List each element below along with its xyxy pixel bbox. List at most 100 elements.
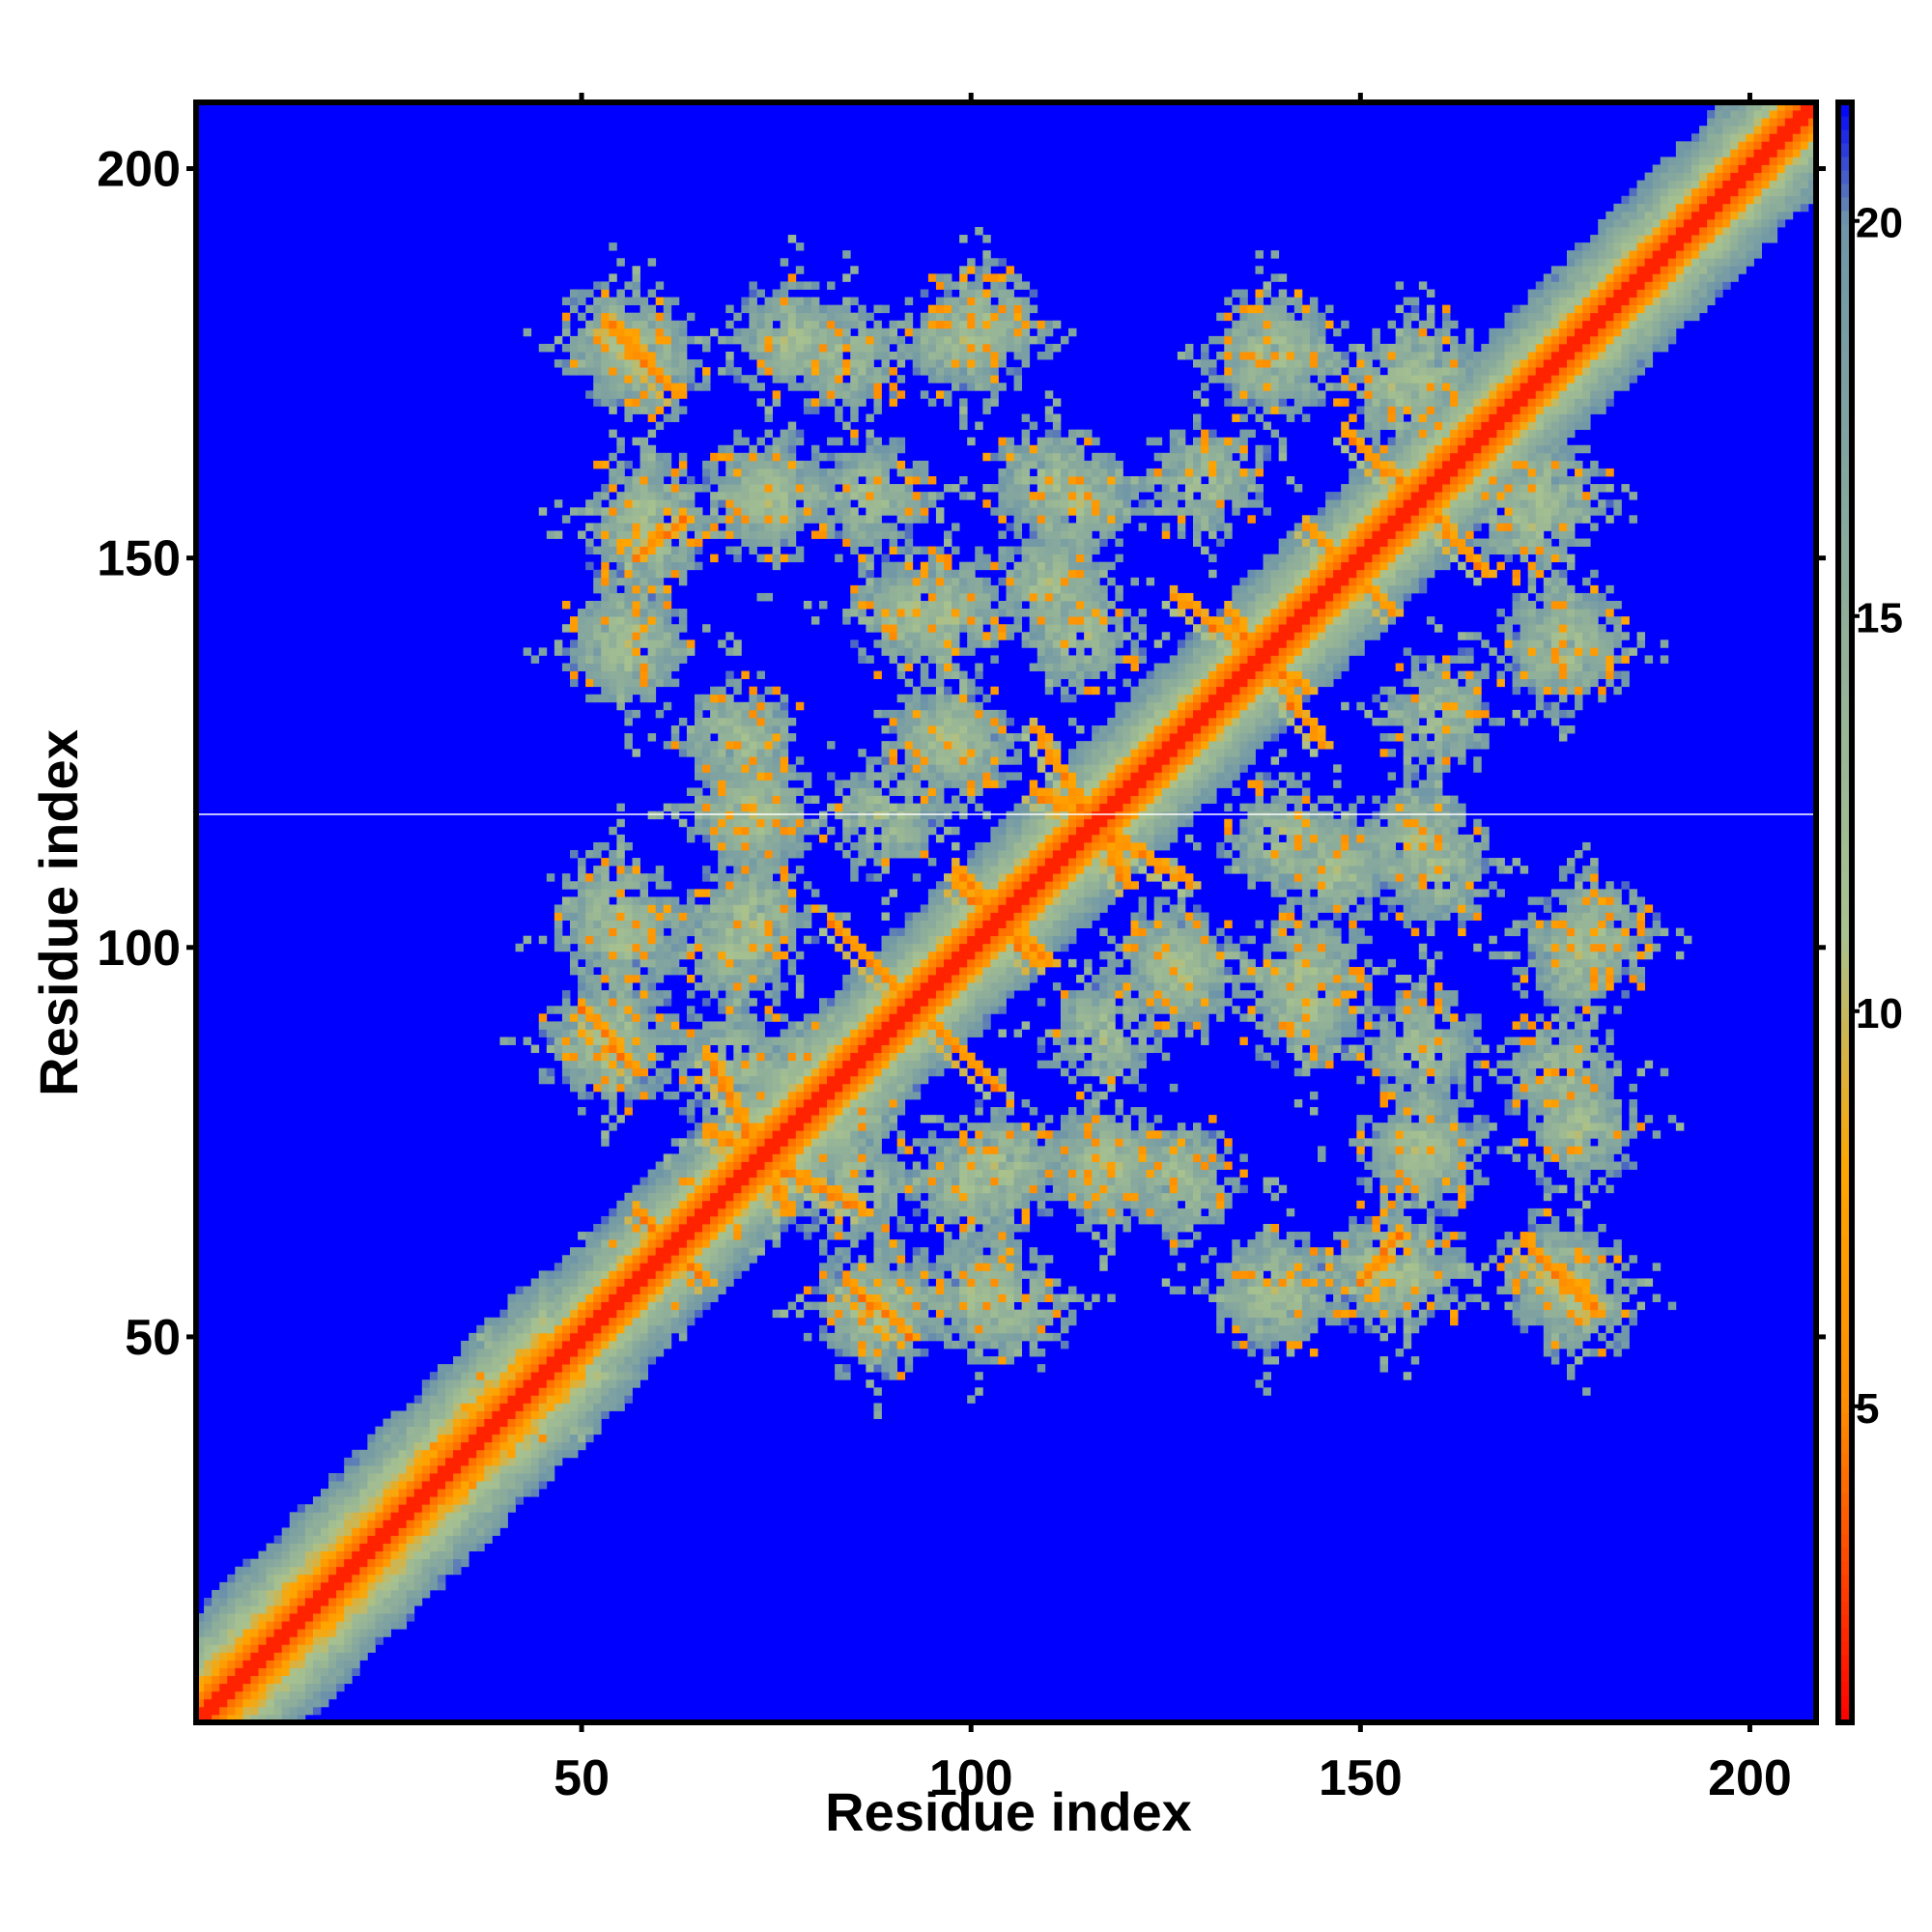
heatmap-cell: [686, 834, 696, 843]
heatmap-cell: [756, 920, 765, 929]
heatmap-cell: [297, 1589, 306, 1599]
heatmap-cell: [725, 1122, 734, 1131]
heatmap-cell: [273, 1644, 283, 1653]
heatmap-cell: [702, 764, 711, 773]
heatmap-cell: [624, 1075, 633, 1085]
heatmap-cell: [406, 1589, 415, 1599]
heatmap-cell: [710, 780, 719, 788]
heatmap-cell: [733, 1115, 742, 1123]
heatmap-cell: [741, 1169, 750, 1179]
heatmap-cell: [873, 592, 882, 602]
heatmap-cell: [725, 444, 734, 454]
heatmap-cell: [632, 1200, 640, 1209]
heatmap-cell: [453, 1481, 462, 1490]
heatmap-cell: [702, 1122, 711, 1131]
heatmap-cell: [383, 1581, 391, 1591]
heatmap-cell: [609, 1013, 617, 1022]
heatmap-cell: [655, 1286, 665, 1294]
heatmap-cell: [585, 1332, 594, 1342]
heatmap-cell: [850, 592, 859, 602]
heatmap-cell: [756, 1247, 765, 1256]
heatmap-cell: [585, 304, 594, 314]
heatmap-cell: [359, 1535, 368, 1544]
heatmap-cell: [819, 904, 828, 913]
heatmap-cell: [413, 1449, 423, 1459]
heatmap-cell: [835, 1263, 843, 1271]
heatmap-cell: [787, 281, 797, 290]
heatmap-cell: [632, 289, 640, 298]
heatmap-cell: [873, 1301, 882, 1311]
heatmap-cell: [212, 1698, 220, 1708]
heatmap-cell: [639, 1349, 649, 1357]
heatmap-cell: [554, 1278, 563, 1287]
heatmap-cell: [881, 1301, 890, 1311]
heatmap-cell: [655, 1037, 665, 1045]
heatmap-cell: [352, 1543, 360, 1552]
heatmap-cell: [795, 1122, 805, 1131]
heatmap-cell: [803, 1122, 812, 1131]
heatmap-cell: [718, 795, 726, 805]
heatmap-cell: [710, 975, 719, 983]
heatmap-cell: [593, 304, 602, 314]
heatmap-cell: [663, 912, 672, 921]
heatmap-cell: [609, 943, 617, 952]
heatmap-cell: [733, 780, 742, 788]
heatmap-cell: [266, 1660, 275, 1668]
heatmap-cell: [718, 943, 726, 952]
heatmap-cell: [881, 935, 890, 945]
heatmap-cell: [235, 1589, 243, 1599]
heatmap-cell: [413, 1581, 423, 1591]
heatmap-cell: [585, 935, 594, 945]
heatmap-cell: [585, 1379, 594, 1388]
heatmap-cell: [593, 312, 602, 322]
heatmap-cell: [733, 810, 742, 820]
heatmap-cell: [787, 772, 797, 781]
heatmap-cell: [593, 1255, 602, 1264]
heatmap-cell: [881, 826, 890, 836]
heatmap-cell: [695, 1200, 703, 1209]
heatmap-cell: [546, 1340, 555, 1350]
heatmap-cell: [819, 390, 828, 399]
heatmap-cell: [795, 701, 805, 711]
heatmap-cell: [810, 352, 820, 360]
heatmap-cell: [702, 1192, 711, 1202]
heatmap-cell: [695, 359, 703, 368]
heatmap-cell: [453, 1449, 462, 1459]
heatmap-cell: [655, 476, 665, 485]
heatmap-cell: [585, 1270, 594, 1279]
heatmap-cell: [561, 912, 571, 921]
heatmap-cell: [632, 390, 640, 399]
heatmap-cell: [585, 561, 594, 571]
heatmap-cell: [554, 1356, 563, 1365]
heatmap-cell: [561, 1286, 571, 1294]
heatmap-cell: [593, 1364, 602, 1373]
heatmap-cell: [881, 1021, 890, 1030]
heatmap-cell: [718, 920, 726, 929]
heatmap-cell: [749, 335, 757, 345]
heatmap-cell: [733, 951, 742, 960]
heatmap-cell: [632, 873, 640, 882]
heatmap-cell: [670, 561, 680, 571]
heatmap-cell: [375, 1636, 384, 1645]
heatmap-cell: [655, 554, 665, 563]
heatmap-cell: [780, 725, 789, 734]
heatmap-cell: [616, 554, 625, 563]
heatmap-cell: [616, 437, 625, 446]
heatmap-cell: [585, 1255, 594, 1264]
heatmap-cell: [273, 1652, 283, 1661]
heatmap-cell: [702, 904, 711, 913]
heatmap-cell: [889, 1332, 898, 1342]
heatmap-cell: [655, 375, 665, 384]
heatmap-cell: [453, 1535, 462, 1544]
heatmap-cell: [787, 904, 797, 913]
heatmap-cell: [772, 1115, 781, 1123]
heatmap-cell: [670, 1161, 680, 1170]
heatmap-cell: [632, 312, 640, 322]
heatmap-cell: [835, 437, 843, 446]
heatmap-cell: [406, 1481, 415, 1490]
heatmap-cell: [289, 1660, 298, 1668]
heatmap-cell: [749, 523, 757, 531]
heatmap-cell: [561, 1067, 571, 1077]
heatmap-cell: [647, 1029, 657, 1037]
heatmap-cell: [561, 1075, 571, 1085]
